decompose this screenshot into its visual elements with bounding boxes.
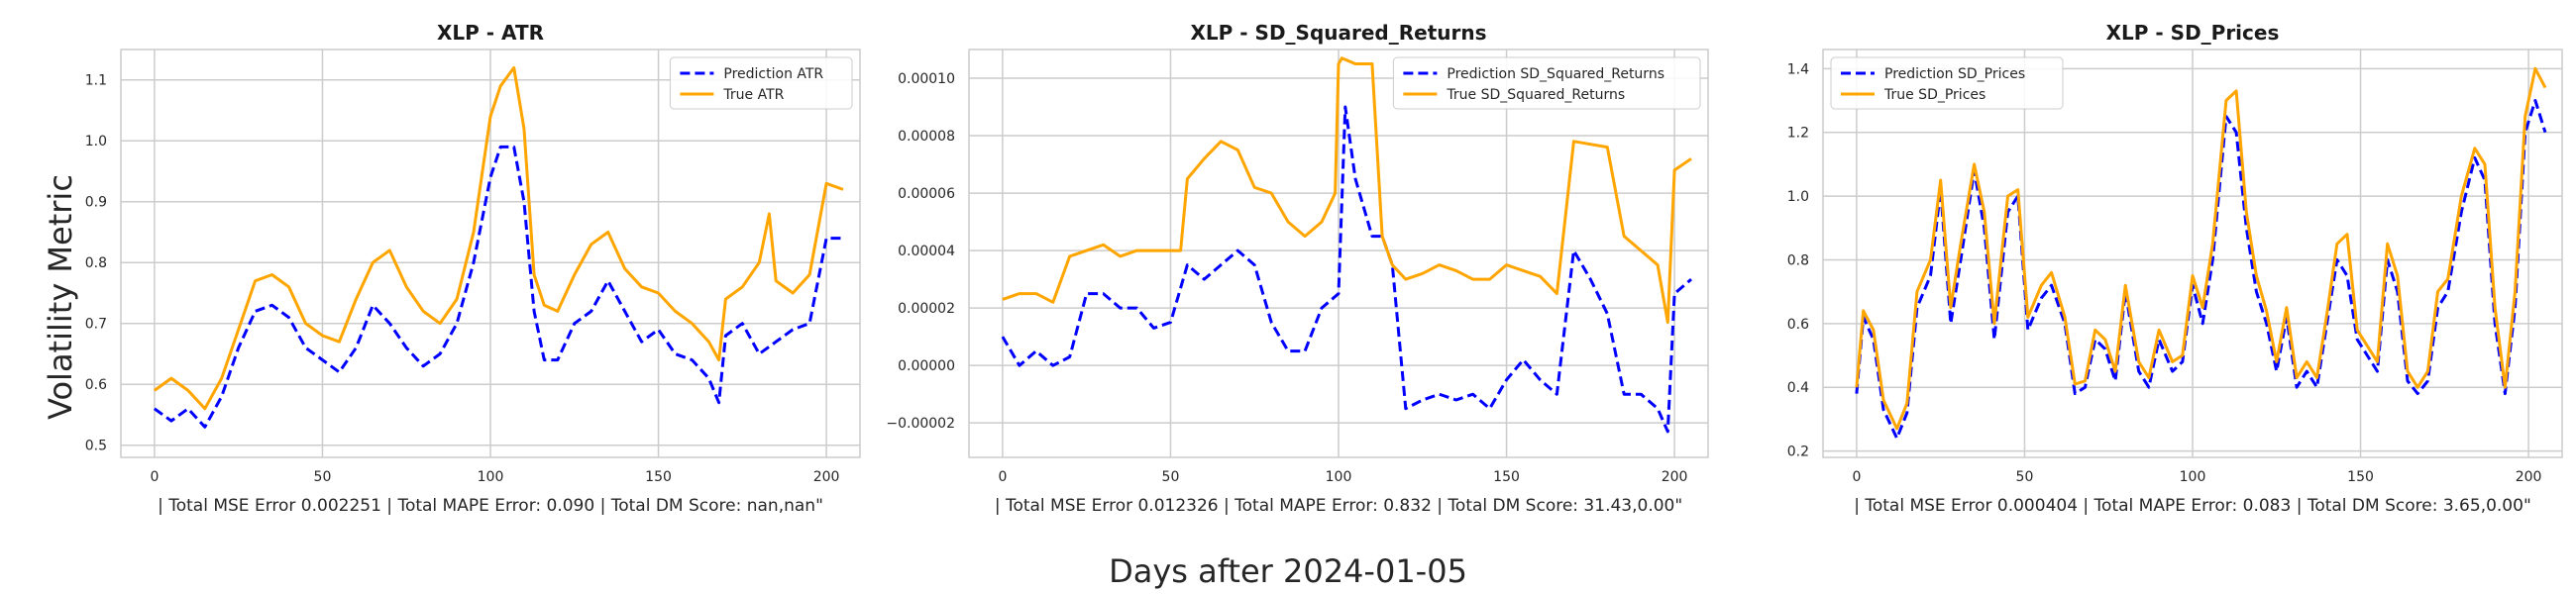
legend-label: True SD_Squared_Returns	[1446, 87, 1625, 103]
legend-label: Prediction SD_Squared_Returns	[1447, 66, 1664, 82]
x-tick-label: 100	[2180, 469, 2206, 485]
y-tick-label: 0.00000	[898, 358, 955, 374]
x-tick-label: 200	[1662, 469, 1688, 485]
chart-caption: | Total MSE Error 0.012326 | Total MAPE …	[995, 496, 1682, 516]
legend: Prediction ATR True ATR	[669, 56, 853, 110]
plot-frame	[968, 49, 1709, 458]
y-tick-label: 1.0	[85, 134, 107, 149]
plot-frame	[120, 49, 861, 458]
chart-caption: | Total MSE Error 0.002251 | Total MAPE …	[158, 496, 823, 516]
y-tick-label: 0.8	[1787, 252, 1809, 268]
series-line-true	[1855, 66, 2547, 431]
y-tick-label: 0.2	[1787, 445, 1809, 460]
y-tick-label: 0.00008	[898, 129, 955, 145]
y-tick-label: 0.7	[85, 317, 107, 333]
series-line-true	[154, 65, 844, 411]
chart-title: XLP - SD_Squared_Returns	[1190, 21, 1486, 45]
x-tick-label: 0	[998, 469, 1007, 485]
legend: Prediction SD_Squared_Returns True SD_Squ…	[1392, 56, 1701, 110]
y-tick-label: 1.2	[1787, 126, 1809, 142]
y-tick-label: 1.0	[1787, 189, 1809, 205]
x-tick-label: 200	[2516, 469, 2542, 485]
x-tick-label: 150	[645, 469, 672, 485]
x-tick-label: 0	[1852, 469, 1861, 485]
x-tick-label: 50	[314, 469, 332, 485]
legend-label: Prediction ATR	[723, 66, 823, 82]
series-line-prediction	[154, 145, 843, 429]
legend-label: True ATR	[722, 87, 784, 103]
legend-box	[669, 56, 853, 110]
chart-panel-1: 0 50 100 150 200 0.5 0.6 0.7 0.8 0.9 1.0 1.1 XLP - A…	[85, 21, 861, 516]
y-tick-label: 1.1	[85, 73, 107, 89]
y-tick-label: 0.4	[1787, 380, 1809, 396]
y-tick-label: 0.00006	[898, 186, 955, 202]
chart-title: XLP - SD_Prices	[2106, 21, 2280, 45]
legend-box	[1392, 56, 1701, 110]
figure-xlabel: Days after 2024-01-05	[1109, 552, 1467, 590]
x-tick-label: 100	[1326, 469, 1352, 485]
chart-title: XLP - ATR	[437, 21, 544, 45]
legend-box	[1830, 56, 2064, 110]
plot-frame	[1822, 49, 2563, 458]
chart-panel-3: 0 50 100 150 200 0.2 0.4 0.6 0.8 1.0 1.2 1.4 XLP - S…	[1787, 21, 2563, 516]
x-tick-label: 50	[1162, 469, 1180, 485]
y-tick-label: 0.00010	[898, 71, 955, 87]
y-tick-label: 1.4	[1787, 61, 1809, 77]
legend-label: Prediction SD_Prices	[1884, 66, 2025, 82]
x-tick-label: 150	[2347, 469, 2374, 485]
x-tick-label: 200	[813, 469, 840, 485]
series-line-prediction	[1001, 105, 1692, 434]
chart-panel-2: 0 50 100 150 200 −0.00002 0.00000 0.00002 0.0000…	[886, 21, 1709, 516]
x-tick-label: 50	[2016, 469, 2034, 485]
figure-ylabel: Volatility Metric	[42, 174, 79, 420]
y-tick-label: 0.6	[1787, 317, 1809, 333]
legend-label: True SD_Prices	[1883, 87, 1986, 103]
y-tick-label: 0.5	[85, 439, 107, 454]
legend: Prediction SD_Prices True SD_Prices	[1830, 56, 2064, 110]
y-tick-label: 0.00004	[898, 244, 955, 259]
x-tick-label: 0	[150, 469, 159, 485]
chart-caption: | Total MSE Error 0.000404 | Total MAPE …	[1854, 496, 2531, 516]
series-line-true	[1002, 56, 1692, 325]
x-tick-label: 150	[1493, 469, 1520, 485]
x-tick-label: 100	[478, 469, 504, 485]
y-tick-label: 0.6	[85, 377, 107, 393]
y-tick-label: 0.8	[85, 255, 107, 271]
y-tick-label: 0.00002	[898, 301, 955, 317]
y-tick-label: 0.9	[85, 195, 107, 211]
y-tick-label: −0.00002	[886, 416, 955, 432]
